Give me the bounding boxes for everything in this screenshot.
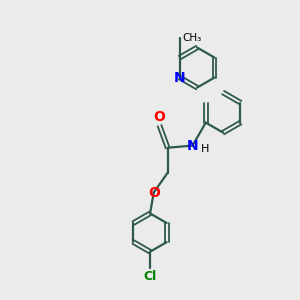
Text: O: O <box>154 110 166 124</box>
Text: CH₃: CH₃ <box>182 33 201 43</box>
Text: Cl: Cl <box>143 270 157 283</box>
Text: N: N <box>187 139 198 153</box>
Text: N: N <box>174 70 186 85</box>
Text: O: O <box>148 186 160 200</box>
Text: H: H <box>201 144 209 154</box>
